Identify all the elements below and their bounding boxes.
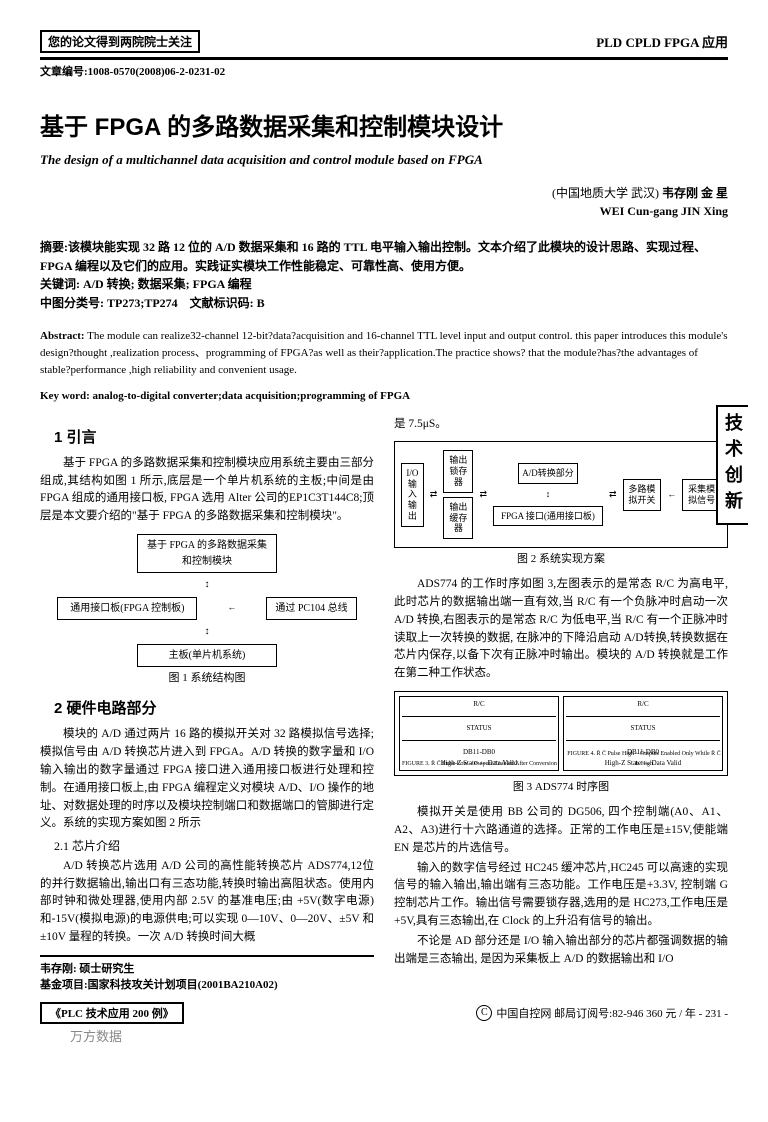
fig3-left-cap: FIGURE 3. R̄ C̄ Pulse Low – Outputs Enab… (402, 760, 557, 769)
header-left-box: 您的论文得到两院院士关注 (40, 30, 200, 53)
kw-cn-label: 关键词: (40, 277, 80, 291)
article-id: 文章编号:1008-0570(2008)06-2-0231-02 (40, 63, 728, 79)
sec2-p2: A/D 转换芯片选用 A/D 公司的高性能转换芯片 ADS774,12位的并行数… (40, 858, 374, 947)
fig1-box-mid: 通用接口板(FPGA 控制板) (57, 597, 197, 621)
fig2-fpga: FPGA 接口(通用接口板) (493, 506, 603, 527)
footer-right-text: 中国自控网 邮局订阅号:82-946 360 元 / 年 - 231 - (496, 1005, 728, 1021)
sec2-heading: 2 硬件电路部分 (54, 697, 374, 720)
right-column: 是 7.5μS。 I/O输入输出 ⇄ 输出锁存器 输出缓存器 ⇄ A/D转换部分… (394, 416, 728, 994)
fig1-caption: 图 1 系统结构图 (40, 670, 374, 687)
arrow-icon: ⇄ (430, 488, 438, 502)
fig2-latch: 输出锁存器 (443, 450, 473, 492)
doc-code: B (257, 296, 265, 310)
fig3-left-panel: R/C STATUS DB11-DB0 High-Z State — Data … (399, 696, 559, 771)
kw-cn: A/D 转换; 数据采集; FPGA 编程 (83, 277, 252, 291)
abstract-en-label: Abstract: (40, 330, 85, 342)
sec1-heading: 1 引言 (54, 426, 374, 449)
clc-label: 中图分类号: (40, 296, 104, 310)
header-rule (40, 57, 728, 60)
authors-cn: 韦存刚 金 星 (662, 186, 728, 200)
arrow-left-icon: ← (227, 601, 236, 615)
footer-row: 《PLC 技术应用 200 例》 C 中国自控网 邮局订阅号:82-946 36… (40, 1002, 728, 1024)
title-cn: 基于 FPGA 的多路数据采集和控制模块设计 (40, 107, 728, 142)
fig3-data: DB11-DB0 (402, 747, 556, 758)
fig1-box-bot: 主板(单片机系统) (137, 644, 277, 668)
side-label: 技术创新 (716, 405, 748, 525)
fig3-rc2: R/C (566, 699, 720, 710)
fig2-io: I/O输入输出 (401, 463, 424, 527)
abstract-en: Abstract: The module can realize32-chann… (40, 328, 728, 379)
arrow-icon: ← (667, 488, 676, 502)
fig3-right-cap: FIGURE 4. R̄ C̄ Pulse High – Outputs Ena… (566, 750, 722, 769)
figure-3: R/C STATUS DB11-DB0 High-Z State — Data … (394, 691, 728, 796)
right-top-line: 是 7.5μS。 (394, 416, 728, 434)
abstract-cn-label: 摘要: (40, 240, 68, 254)
right-p1: ADS774 的工作时序如图 3,左图表示的是常态 R/C 为高电平,此时芯片的… (394, 576, 728, 683)
right-p2: 模拟开关是使用 BB 公司的 DG506, 四个控制端(A0、A1、A2、A3)… (394, 804, 728, 857)
authors-en: WEI Cun-gang JIN Xing (600, 204, 728, 218)
footer-right: C 中国自控网 邮局订阅号:82-946 360 元 / 年 - 231 - (476, 1005, 728, 1021)
arrow-down-icon: ↕ (205, 577, 210, 593)
footer-left-box: 《PLC 技术应用 200 例》 (40, 1002, 184, 1024)
right-p4: 不论是 AD 部分还是 I/O 输入输出部分的芯片都强调数据的输出端是三态输出,… (394, 933, 728, 969)
two-column-body: 1 引言 基于 FPGA 的多路数据采集和控制模块应用系统主要由三部分组成,其结… (40, 416, 728, 994)
title-en: The design of a multichannel data acquis… (40, 152, 728, 168)
abstract-en-text: The module can realize32-channel 12-bit?… (40, 330, 728, 376)
left-column: 1 引言 基于 FPGA 的多路数据采集和控制模块应用系统主要由三部分组成,其结… (40, 416, 374, 994)
fig3-caption: 图 3 ADS774 时序图 (394, 779, 728, 796)
fig1-box-top: 基于 FPGA 的多路数据采集和控制模块 (137, 534, 277, 573)
doc-code-label: 文献标识码: (190, 296, 254, 310)
fig3-status: STATUS (402, 723, 556, 734)
fig2-mux: 多路模拟开关 (623, 479, 662, 511)
kw-en: analog-to-digital converter;data acquisi… (93, 390, 411, 402)
fig2-ad: A/D转换部分 (518, 463, 578, 484)
abstract-cn: 摘要:该模块能实现 32 路 12 位的 A/D 数据采集和 16 路的 TTL… (40, 238, 728, 312)
arrow-down-icon: ↕ (546, 488, 551, 502)
arrow-icon: ⇄ (609, 488, 617, 502)
fig3-right-panel: R/C STATUS DB11-DB0 High-Z State — Data … (563, 696, 723, 771)
arrow-icon: ⇄ (479, 488, 487, 502)
footer-line2: 基金项目:国家科技攻关计划项目(2001BA210A02) (40, 977, 374, 994)
fig3-status2: STATUS (566, 723, 720, 734)
abstract-cn-text: 该模块能实现 32 路 12 位的 A/D 数据采集和 16 路的 TTL 电平… (40, 240, 706, 273)
kw-en-label: Key word: (40, 390, 90, 402)
keywords-en: Key word: analog-to-digital converter;da… (40, 390, 728, 402)
affiliation: (中国地质大学 武汉) (552, 186, 659, 200)
sec2-sub: 2.1 芯片介绍 (54, 837, 374, 856)
header-row: 您的论文得到两院院士关注 PLD CPLD FPGA 应用 (40, 30, 728, 53)
watermark: 万方数据 (70, 1026, 728, 1045)
fig2-buf: 输出缓存器 (443, 497, 473, 539)
authors-block: (中国地质大学 武汉) 韦存刚 金 星 WEI Cun-gang JIN Xin… (40, 184, 728, 220)
sec1-p1: 基于 FPGA 的多路数据采集和控制模块应用系统主要由三部分组成,其结构如图 1… (40, 455, 374, 526)
logo-icon: C (476, 1005, 492, 1021)
fig2-caption: 图 2 系统实现方案 (394, 551, 728, 568)
arrow-down-icon: ↕ (205, 624, 210, 640)
header-right: PLD CPLD FPGA 应用 (596, 32, 728, 51)
figure-2: I/O输入输出 ⇄ 输出锁存器 输出缓存器 ⇄ A/D转换部分 ↕ FPGA 接… (394, 441, 728, 568)
figure-1: 基于 FPGA 的多路数据采集和控制模块 ↕ 通用接口板(FPGA 控制板) ←… (40, 534, 374, 687)
author-footer: 韦存刚: 硕士研究生 基金项目:国家科技攻关计划项目(2001BA210A02) (40, 955, 374, 994)
right-p3: 输入的数字信号经过 HC245 缓冲芯片,HC245 可以高速的实现信号的输入输… (394, 860, 728, 931)
clc: TP273;TP274 (107, 296, 178, 310)
fig3-rc: R/C (402, 699, 556, 710)
sec2-p1: 模块的 A/D 通过两片 16 路的模拟开关对 32 路模拟信号选择;模拟信号由… (40, 726, 374, 833)
footer-line1: 韦存刚: 硕士研究生 (40, 961, 374, 978)
fig1-box-side: 通过 PC104 总线 (266, 597, 356, 621)
